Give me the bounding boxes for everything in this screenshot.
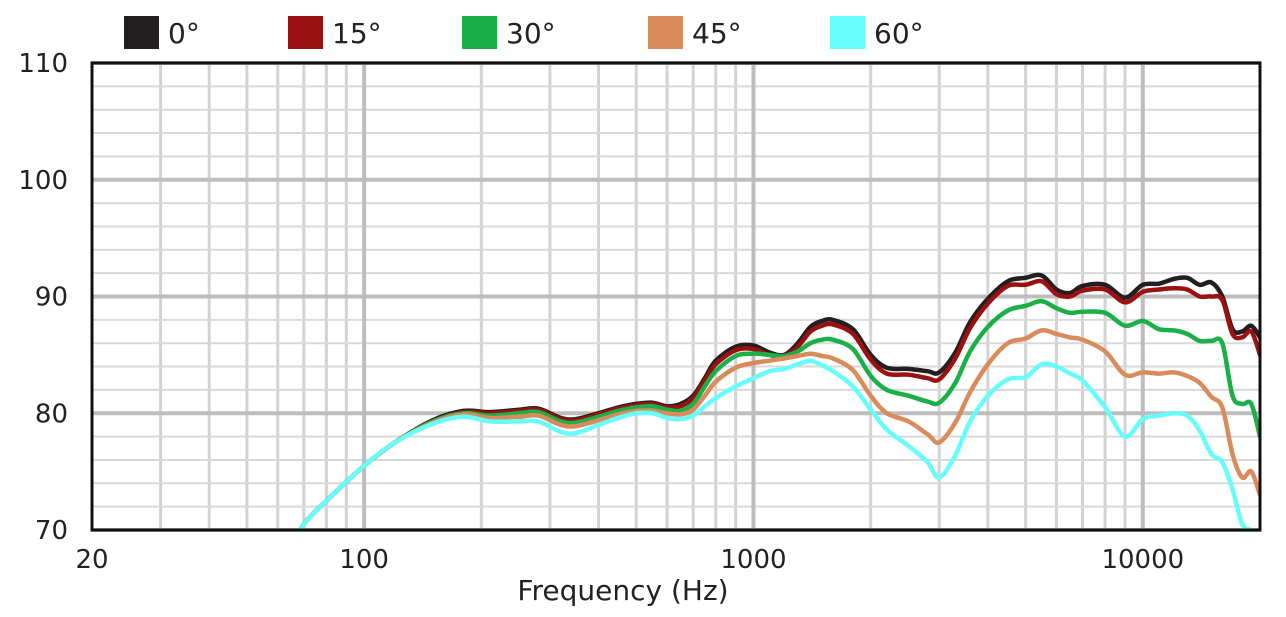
legend-swatch — [124, 16, 159, 49]
legend-label: 60° — [874, 17, 924, 50]
legend-item-0deg[interactable]: 0° — [124, 16, 200, 50]
legend-swatch — [648, 16, 683, 49]
x-axis-title: Frequency (Hz) — [517, 574, 728, 607]
legend-item-15deg[interactable]: 15° — [288, 16, 382, 50]
legend-item-30deg[interactable]: 30° — [462, 16, 556, 50]
x-tick-label: 100 — [339, 545, 389, 575]
frequency-response-chart: 70 80 90 100 110 20 100 1000 10000 Frequency (H… — [0, 0, 1286, 617]
y-tick-label: 90 — [35, 283, 68, 313]
x-tick-label: 1000 — [720, 545, 786, 575]
legend-swatch — [830, 16, 865, 49]
legend-swatch — [462, 16, 497, 49]
y-axis-tick-labels: 70 80 90 100 110 — [18, 49, 68, 546]
legend-label: 30° — [506, 17, 556, 50]
legend-label: 15° — [332, 17, 382, 50]
legend-swatch — [288, 16, 323, 49]
legend-item-60deg[interactable]: 60° — [830, 16, 924, 50]
series-line-45deg — [291, 330, 1260, 547]
series-line-60deg — [291, 361, 1260, 548]
legend-label: 45° — [692, 17, 742, 50]
legend-label: 0° — [168, 17, 200, 50]
y-tick-label: 70 — [35, 516, 68, 546]
legend[interactable]: 0° 15° 30° 45° 60° — [124, 16, 924, 50]
x-tick-label: 10000 — [1101, 545, 1184, 575]
x-axis-tick-labels: 20 100 1000 10000 — [75, 545, 1184, 575]
y-tick-label: 100 — [18, 166, 68, 196]
legend-item-45deg[interactable]: 45° — [648, 16, 742, 50]
y-tick-label: 80 — [35, 399, 68, 429]
y-tick-label: 110 — [18, 49, 68, 79]
x-tick-label: 20 — [75, 545, 108, 575]
